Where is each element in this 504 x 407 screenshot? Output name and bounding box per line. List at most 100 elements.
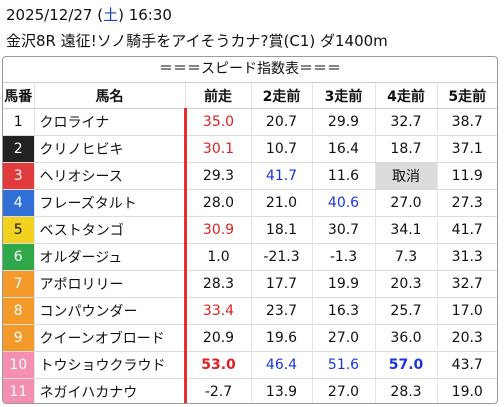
horse-name: ヘリオシース: [33, 162, 185, 190]
table-title: ＝＝＝スピード指数表＝＝＝: [3, 57, 497, 83]
speed-index: 32.7: [436, 270, 497, 298]
table-box: ＝＝＝スピード指数表＝＝＝ 馬番 馬名 前走 2走前 3走前 4走前 5走前 1 クロライナ 3…: [2, 56, 498, 404]
speed-index: 13.9: [250, 378, 312, 403]
weekday: 土: [103, 6, 119, 24]
speed-index: -2.7: [183, 378, 251, 403]
column-header: 馬番: [3, 83, 34, 109]
table-row: 4 フレーズタルト 28.0 21.0 40.6 27.0 27.3: [3, 189, 497, 217]
speed-index: 17.0: [436, 297, 497, 325]
speed-index: 11.9: [436, 162, 497, 190]
speed-index: 27.0: [374, 189, 437, 217]
speed-index: 57.0: [374, 351, 437, 379]
speed-index: 16.4: [311, 135, 375, 163]
speed-index: 53.0: [183, 351, 251, 379]
speed-index: 19.0: [436, 378, 497, 403]
horse-number: 10: [3, 351, 34, 379]
table-row: 1 クロライナ 35.0 20.7 29.9 32.7 38.7: [3, 108, 497, 136]
speed-index: 20.7: [250, 108, 312, 136]
table-row: 2 クリノヒビキ 30.1 10.7 16.4 18.7 37.1: [3, 135, 497, 163]
speed-index: -1.3: [311, 243, 375, 271]
speed-index: 41.7: [250, 162, 312, 190]
speed-index: 27.0: [311, 324, 375, 352]
horse-name: ネガイハカナウ: [33, 378, 185, 403]
speed-index: 19.6: [250, 324, 312, 352]
column-header: 2走前: [250, 83, 312, 109]
horse-number: 11: [3, 378, 34, 403]
horse-number: 3: [3, 162, 34, 190]
horse-name: ベストタンゴ: [33, 216, 185, 244]
speed-index: 28.3: [374, 378, 437, 403]
speed-index: -21.3: [250, 243, 312, 271]
speed-index: 取消: [374, 162, 437, 190]
speed-index: 40.6: [311, 189, 375, 217]
speed-index: 36.0: [374, 324, 437, 352]
horse-name: アポロリリー: [33, 270, 185, 298]
horse-name: クロライナ: [33, 108, 185, 136]
speed-index: 29.9: [311, 108, 375, 136]
horse-number: 9: [3, 324, 34, 352]
speed-index: 10.7: [250, 135, 312, 163]
date: 2025/12/27 (: [6, 6, 104, 24]
speed-index: 37.1: [436, 135, 497, 163]
speed-index: 21.0: [250, 189, 312, 217]
table-row: 11 ネガイハカナウ -2.7 13.9 27.0 28.3 19.0: [3, 378, 497, 403]
horse-number: 4: [3, 189, 34, 217]
date-line: 2025/12/27 (土) 16:30: [6, 4, 172, 25]
speed-index: 28.3: [183, 270, 251, 298]
speed-index: 25.7: [374, 297, 437, 325]
header-row: 馬番 馬名 前走 2走前 3走前 4走前 5走前: [3, 83, 497, 109]
speed-index: 32.7: [374, 108, 437, 136]
speed-index: 29.3: [183, 162, 251, 190]
speed-index: 27.0: [311, 378, 375, 403]
horse-name: フレーズタルト: [33, 189, 185, 217]
column-header: 5走前: [436, 83, 497, 109]
column-header: 4走前: [374, 83, 437, 109]
speed-index: 31.3: [436, 243, 497, 271]
speed-index: 23.7: [250, 297, 312, 325]
table-row: 10 トウショウクラウド 53.0 46.4 51.6 57.0 43.7: [3, 351, 497, 379]
table-row: 8 コンパウンダー 33.4 23.7 16.3 25.7 17.0: [3, 297, 497, 325]
speed-index: 20.3: [436, 324, 497, 352]
column-header: 前走: [184, 83, 251, 109]
speed-index: 30.9: [183, 216, 251, 244]
speed-index: 1.0: [183, 243, 251, 271]
column-header: 3走前: [311, 83, 375, 109]
speed-index: 7.3: [374, 243, 437, 271]
speed-index: 38.7: [436, 108, 497, 136]
horse-number: 8: [3, 297, 34, 325]
table-row: 3 ヘリオシース 29.3 41.7 11.6 取消 11.9: [3, 162, 497, 190]
table: 馬番 馬名 前走 2走前 3走前 4走前 5走前 1 クロライナ 35.0 20.7 29.9 32.…: [3, 83, 497, 403]
speed-index: 34.1: [374, 216, 437, 244]
horse-number: 5: [3, 216, 34, 244]
speed-index: 20.3: [374, 270, 437, 298]
speed-index: 41.7: [436, 216, 497, 244]
horse-number: 2: [3, 135, 34, 163]
speed-index: 20.9: [183, 324, 251, 352]
table-row: 7 アポロリリー 28.3 17.7 19.9 20.3 32.7: [3, 270, 497, 298]
speed-index: 18.1: [250, 216, 312, 244]
speed-index: 33.4: [183, 297, 251, 325]
speed-index: 11.6: [311, 162, 375, 190]
horse-number: 1: [3, 108, 34, 136]
table-row: 5 ベストタンゴ 30.9 18.1 30.7 34.1 41.7: [3, 216, 497, 244]
column-header: 馬名: [33, 83, 185, 109]
horse-name: トウショウクラウド: [33, 351, 185, 379]
speed-index: 35.0: [183, 108, 251, 136]
speed-index: 43.7: [436, 351, 497, 379]
speed-index: 18.7: [374, 135, 437, 163]
speed-index: 30.1: [183, 135, 251, 163]
table-row: 6 オルダージュ 1.0 -21.3 -1.3 7.3 31.3: [3, 243, 497, 271]
horse-name: コンパウンダー: [33, 297, 185, 325]
speed-index: 27.3: [436, 189, 497, 217]
horse-name: クリノヒビキ: [33, 135, 185, 163]
speed-index: 30.7: [311, 216, 375, 244]
horse-name: オルダージュ: [33, 243, 185, 271]
horse-number: 7: [3, 270, 34, 298]
horse-name: クイーンオブロード: [33, 324, 185, 352]
table-row: 9 クイーンオブロード 20.9 19.6 27.0 36.0 20.3: [3, 324, 497, 352]
speed-index: 17.7: [250, 270, 312, 298]
time: ) 16:30: [118, 6, 172, 24]
